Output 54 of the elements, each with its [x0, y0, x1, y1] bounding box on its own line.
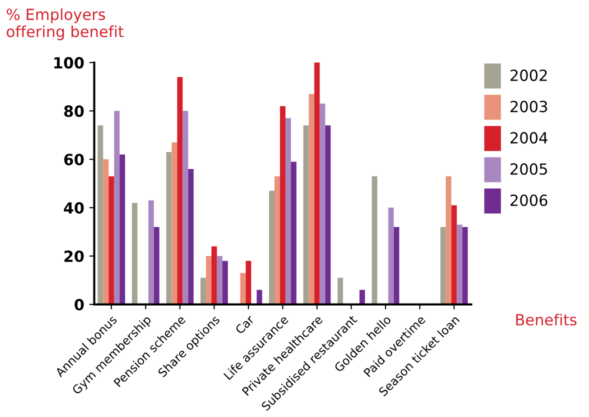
- bar: [359, 290, 365, 304]
- y-tick-label: 0: [74, 298, 84, 310]
- bar: [166, 152, 172, 304]
- bar: [290, 162, 296, 304]
- bar: [394, 227, 400, 304]
- y-axis-title: % Employers offering benefit: [6, 8, 124, 40]
- bar: [451, 205, 457, 304]
- bar: [462, 227, 468, 304]
- bar: [120, 154, 126, 304]
- bar: [320, 104, 326, 304]
- y-tick-label: 60: [64, 154, 84, 166]
- bar: [216, 256, 222, 304]
- x-axis-title: Benefits: [516, 314, 576, 326]
- y-tick-label: 80: [64, 105, 84, 117]
- bar: [98, 125, 104, 304]
- bar: [269, 190, 274, 304]
- bar: [285, 118, 291, 304]
- bar: [446, 176, 452, 304]
- bar: [132, 202, 138, 304]
- bar: [206, 256, 212, 304]
- bar: [440, 227, 446, 304]
- bar: [308, 94, 314, 304]
- legend-label: 2004: [510, 132, 548, 144]
- legend-label: 2006: [510, 194, 548, 206]
- bar: [240, 272, 246, 304]
- bar: [177, 77, 183, 304]
- bar: [325, 125, 331, 304]
- bar: [200, 278, 206, 304]
- bar: [372, 176, 378, 304]
- bar: [103, 159, 109, 304]
- bar: [246, 260, 252, 304]
- legend-label: 2005: [510, 163, 547, 175]
- bar: [188, 168, 194, 304]
- y-tick-label: 100: [54, 57, 84, 69]
- bar: [303, 125, 309, 304]
- bar: [274, 176, 280, 304]
- bar: [148, 200, 154, 304]
- y-tick-label: 20: [64, 250, 84, 262]
- bar: [338, 278, 344, 304]
- bar: [388, 208, 394, 304]
- bar: [280, 106, 286, 304]
- bar: [256, 290, 262, 304]
- bar: [222, 260, 228, 304]
- y-tick-label: 40: [64, 202, 84, 214]
- bar: [182, 110, 188, 304]
- bar: [314, 62, 320, 304]
- bar: [172, 142, 178, 304]
- bar: [108, 176, 114, 304]
- bar: [211, 246, 217, 304]
- legend-label: 2003: [510, 100, 548, 112]
- bar: [114, 110, 120, 304]
- bar: [456, 224, 462, 304]
- bar: [154, 227, 160, 304]
- legend-label: 2002: [510, 70, 547, 82]
